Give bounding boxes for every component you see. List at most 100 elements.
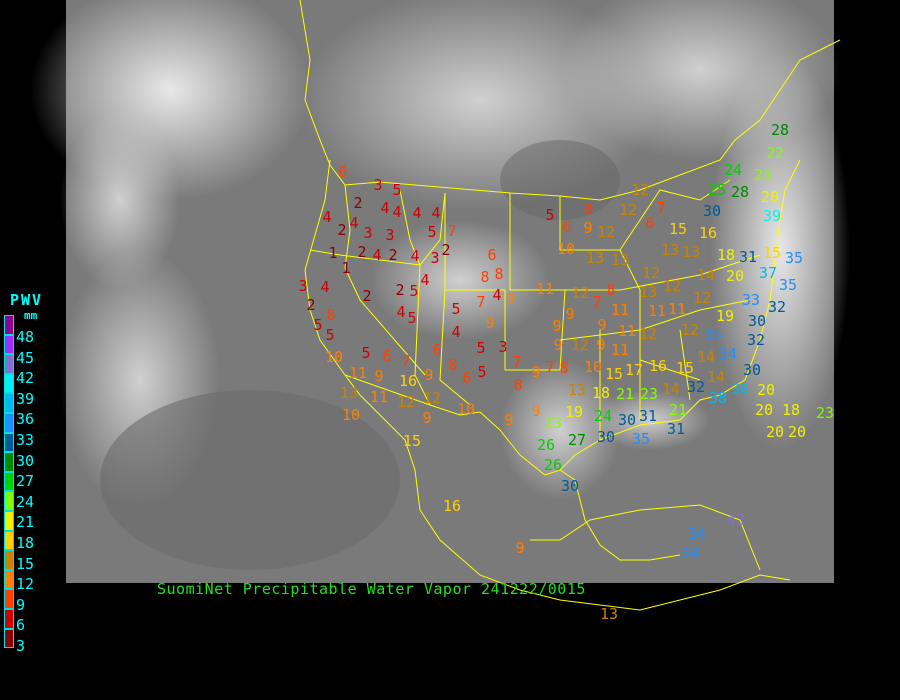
legend-swatch bbox=[4, 530, 14, 551]
station-pwv-value: 5 bbox=[409, 282, 418, 300]
legend-label: 18 bbox=[16, 533, 35, 552]
legend-swatch bbox=[4, 510, 14, 531]
station-pwv-value: 24 bbox=[724, 161, 742, 179]
station-pwv-value: 5 bbox=[361, 344, 370, 362]
station-pwv-value: 8 bbox=[480, 268, 489, 286]
station-pwv-value: 9 bbox=[422, 409, 431, 427]
station-pwv-value: 4 bbox=[412, 204, 421, 222]
station-pwv-value: 32 bbox=[768, 298, 786, 316]
station-pwv-value: 28 bbox=[771, 121, 789, 139]
station-pwv-value: 3 bbox=[298, 277, 307, 295]
station-pwv-value: 12 bbox=[642, 264, 660, 282]
station-pwv-value: 12 bbox=[631, 181, 649, 199]
legend-label: 24 bbox=[16, 492, 35, 511]
station-pwv-value: 28 bbox=[731, 183, 749, 201]
cloud-features bbox=[30, 0, 850, 570]
station-pwv-value: 7 bbox=[512, 353, 521, 371]
station-pwv-value: 6 bbox=[432, 341, 441, 359]
station-pwv-value: 4 bbox=[431, 204, 440, 222]
station-pwv-value: 4 bbox=[320, 278, 329, 296]
legend-unit: mm bbox=[24, 309, 38, 322]
legend-label: 45 bbox=[16, 348, 35, 367]
station-pwv-value: 12 bbox=[571, 336, 589, 354]
station-pwv-value: 7 bbox=[545, 358, 554, 376]
station-pwv-value: 2 bbox=[395, 281, 404, 299]
station-pwv-value: 9 bbox=[505, 290, 514, 308]
station-pwv-value: 13 bbox=[340, 384, 358, 402]
station-pwv-value: 4 bbox=[451, 323, 460, 341]
station-pwv-value: 2 bbox=[362, 287, 371, 305]
station-pwv-value: 16 bbox=[649, 357, 667, 375]
station-pwv-value: 19 bbox=[565, 403, 583, 421]
station-pwv-value: 9 bbox=[424, 366, 433, 384]
station-pwv-value: 4 bbox=[392, 203, 401, 221]
station-pwv-value: 14 bbox=[697, 266, 715, 284]
station-pwv-value: 1 bbox=[341, 259, 350, 277]
station-pwv-value: 20 bbox=[726, 267, 744, 285]
station-pwv-value: 30 bbox=[743, 361, 761, 379]
station-pwv-value: 19 bbox=[716, 307, 734, 325]
legend-label: 42 bbox=[16, 369, 35, 388]
station-pwv-value: 11 bbox=[611, 301, 629, 319]
station-pwv-value: 26 bbox=[544, 456, 562, 474]
legend-swatch bbox=[4, 393, 14, 413]
station-pwv-value: 31 bbox=[667, 420, 685, 438]
legend-swatch bbox=[4, 569, 14, 590]
legend-label: 36 bbox=[16, 410, 35, 429]
station-pwv-value: 39 bbox=[763, 207, 781, 225]
station-pwv-value: 12 bbox=[619, 201, 637, 219]
station-pwv-value: 22 bbox=[766, 144, 784, 162]
station-pwv-value: 8 bbox=[583, 200, 592, 218]
legend-swatch bbox=[4, 334, 14, 355]
station-pwv-value: 4 bbox=[396, 303, 405, 321]
station-pwv-value: 20 bbox=[788, 423, 806, 441]
station-pwv-value: 21 bbox=[616, 385, 634, 403]
legend-label: 6 bbox=[16, 616, 26, 635]
station-pwv-value: 15 bbox=[605, 365, 623, 383]
station-pwv-value: 12 bbox=[663, 277, 681, 295]
station-pwv-value: 20 bbox=[757, 381, 775, 399]
station-pwv-value: 11 bbox=[611, 341, 629, 359]
legend-label: 9 bbox=[16, 595, 26, 614]
legend-colorbar bbox=[4, 315, 14, 649]
station-pwv-value: 7 bbox=[401, 352, 410, 370]
station-pwv-value: 14 bbox=[662, 380, 680, 398]
legend-swatch bbox=[4, 589, 14, 609]
station-pwv-value: 38 bbox=[709, 389, 727, 407]
station-pwv-value: 13 bbox=[568, 381, 586, 399]
station-pwv-value: 23 bbox=[640, 385, 658, 403]
station-pwv-value: 9 bbox=[515, 539, 524, 557]
station-pwv-value: 8 bbox=[559, 359, 568, 377]
station-pwv-value: 5 bbox=[476, 339, 485, 357]
station-pwv-value: 10 bbox=[557, 240, 575, 258]
legend-label: 15 bbox=[16, 554, 35, 573]
station-pwv-value: 4 bbox=[492, 286, 501, 304]
station-pwv-value: 5 bbox=[392, 181, 401, 199]
station-pwv-value: 7 bbox=[476, 293, 485, 311]
station-pwv-value: 12 bbox=[639, 325, 657, 343]
station-pwv-value: 8 bbox=[513, 376, 522, 394]
station-pwv-value: 18 bbox=[782, 401, 800, 419]
station-pwv-value: 24 bbox=[594, 407, 612, 425]
station-pwv-value: 16 bbox=[699, 224, 717, 242]
station-pwv-value: 8 bbox=[606, 281, 615, 299]
station-pwv-value: 5 bbox=[325, 326, 334, 344]
station-pwv-value: 4 bbox=[322, 208, 331, 226]
station-pwv-value: 35 bbox=[779, 276, 797, 294]
legend-swatch bbox=[4, 452, 14, 472]
legend-label: 30 bbox=[16, 451, 35, 470]
station-pwv-value: 30 bbox=[703, 202, 721, 220]
station-pwv-value: 1 bbox=[328, 244, 337, 262]
station-pwv-value: 27 bbox=[568, 431, 586, 449]
station-pwv-value: 5 bbox=[477, 363, 486, 381]
station-pwv-value: 10 bbox=[457, 400, 475, 418]
station-pwv-value: 15 bbox=[669, 220, 687, 238]
station-pwv-value: 9 bbox=[565, 305, 574, 323]
station-pwv-value: 37 bbox=[759, 264, 777, 282]
station-pwv-value: 21 bbox=[669, 401, 687, 419]
station-pwv-value: 8 bbox=[448, 356, 457, 374]
legend-swatch bbox=[4, 608, 14, 629]
station-pwv-value: 12 bbox=[693, 289, 711, 307]
station-pwv-value: 20 bbox=[766, 423, 784, 441]
